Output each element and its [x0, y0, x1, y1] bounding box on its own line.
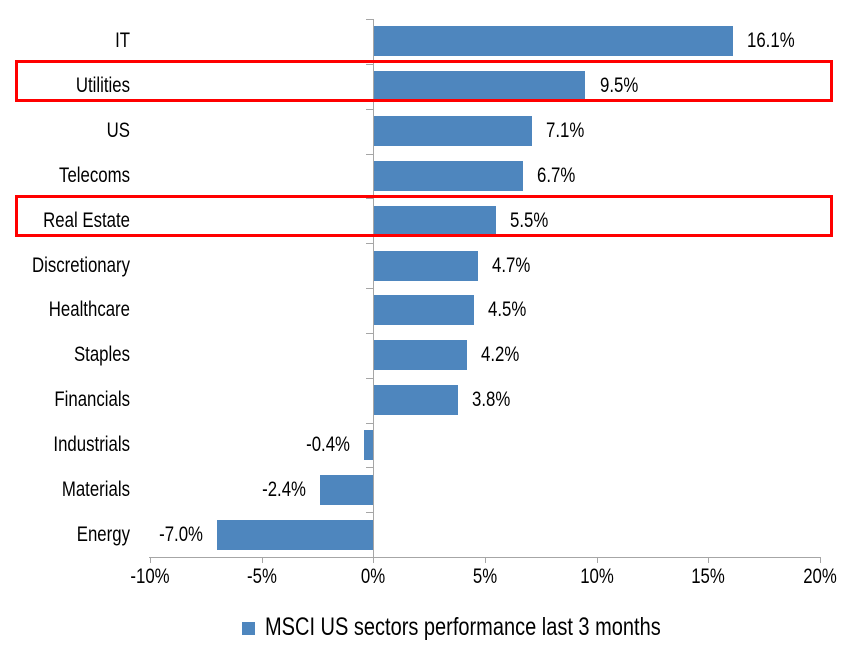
value-label: -2.4%: [261, 477, 306, 501]
category-label: Energy: [76, 522, 130, 546]
value-label: 6.7%: [536, 163, 576, 187]
category-tick: [366, 108, 374, 110]
value-label: -0.4%: [306, 432, 351, 456]
x-axis-tick: [820, 557, 821, 563]
zero-axis-line: [373, 19, 375, 562]
category-tick: [366, 243, 374, 245]
legend-label: MSCI US sectors performance last 3 month…: [265, 613, 661, 641]
x-axis-tick: [150, 557, 151, 563]
category-label: Real Estate: [43, 208, 130, 232]
x-tick-label: 10%: [579, 565, 614, 588]
legend-swatch-icon: [242, 621, 255, 635]
x-axis-tick: [596, 557, 598, 563]
category-label: US: [106, 119, 130, 143]
category-tick: [366, 377, 374, 379]
category-label: IT: [115, 29, 130, 53]
x-tick-label: 5%: [472, 565, 498, 588]
category-tick: [366, 63, 374, 65]
bar: [373, 250, 479, 281]
value-label: 4.5%: [487, 298, 527, 322]
category-label: Financials: [54, 388, 130, 412]
x-axis-tick: [485, 557, 486, 563]
bar: [373, 26, 733, 57]
bar: [373, 385, 459, 416]
bar: [373, 116, 532, 147]
category-tick: [366, 198, 374, 200]
x-axis-tick: [708, 557, 710, 563]
value-label: 9.5%: [599, 74, 638, 98]
value-label: -7.0%: [159, 522, 203, 546]
x-tick-label: -10%: [130, 565, 170, 588]
bar: [373, 205, 497, 236]
bar: [364, 429, 374, 460]
category-label: Materials: [61, 477, 130, 501]
category-label: Discretionary: [31, 253, 130, 277]
bar: [373, 160, 523, 191]
value-label: 16.1%: [746, 29, 795, 53]
highlight-box: [15, 194, 833, 237]
category-tick: [366, 512, 374, 514]
category-label: Telecoms: [59, 163, 130, 187]
value-label: 4.7%: [492, 253, 531, 277]
highlight-box: [15, 60, 833, 103]
category-label: Staples: [73, 343, 130, 367]
x-tick-label: 20%: [803, 565, 837, 588]
category-label: Industrials: [53, 432, 130, 456]
bar: [373, 71, 586, 102]
value-label: 3.8%: [472, 388, 511, 412]
x-axis-tick: [373, 557, 375, 563]
x-axis-tick: [261, 557, 263, 563]
legend: MSCI US sectors performance last 3 month…: [242, 611, 760, 643]
x-tick-label: -5%: [246, 565, 277, 588]
category-label: Healthcare: [48, 298, 130, 322]
value-label: 7.1%: [545, 119, 585, 143]
bar: [319, 474, 374, 505]
category-tick: [366, 467, 374, 469]
x-tick-label: 15%: [691, 565, 726, 588]
bar: [217, 519, 374, 550]
value-label: 5.5%: [510, 208, 549, 232]
category-tick: [366, 288, 374, 289]
bar: [373, 340, 468, 371]
x-tick-label: 0%: [361, 565, 386, 588]
category-tick: [366, 422, 374, 424]
category-label: Utilities: [75, 74, 130, 98]
value-label: 4.2%: [481, 343, 520, 367]
category-tick: [366, 19, 374, 20]
bar: [373, 295, 474, 326]
category-tick: [366, 153, 374, 155]
category-tick: [366, 332, 374, 334]
